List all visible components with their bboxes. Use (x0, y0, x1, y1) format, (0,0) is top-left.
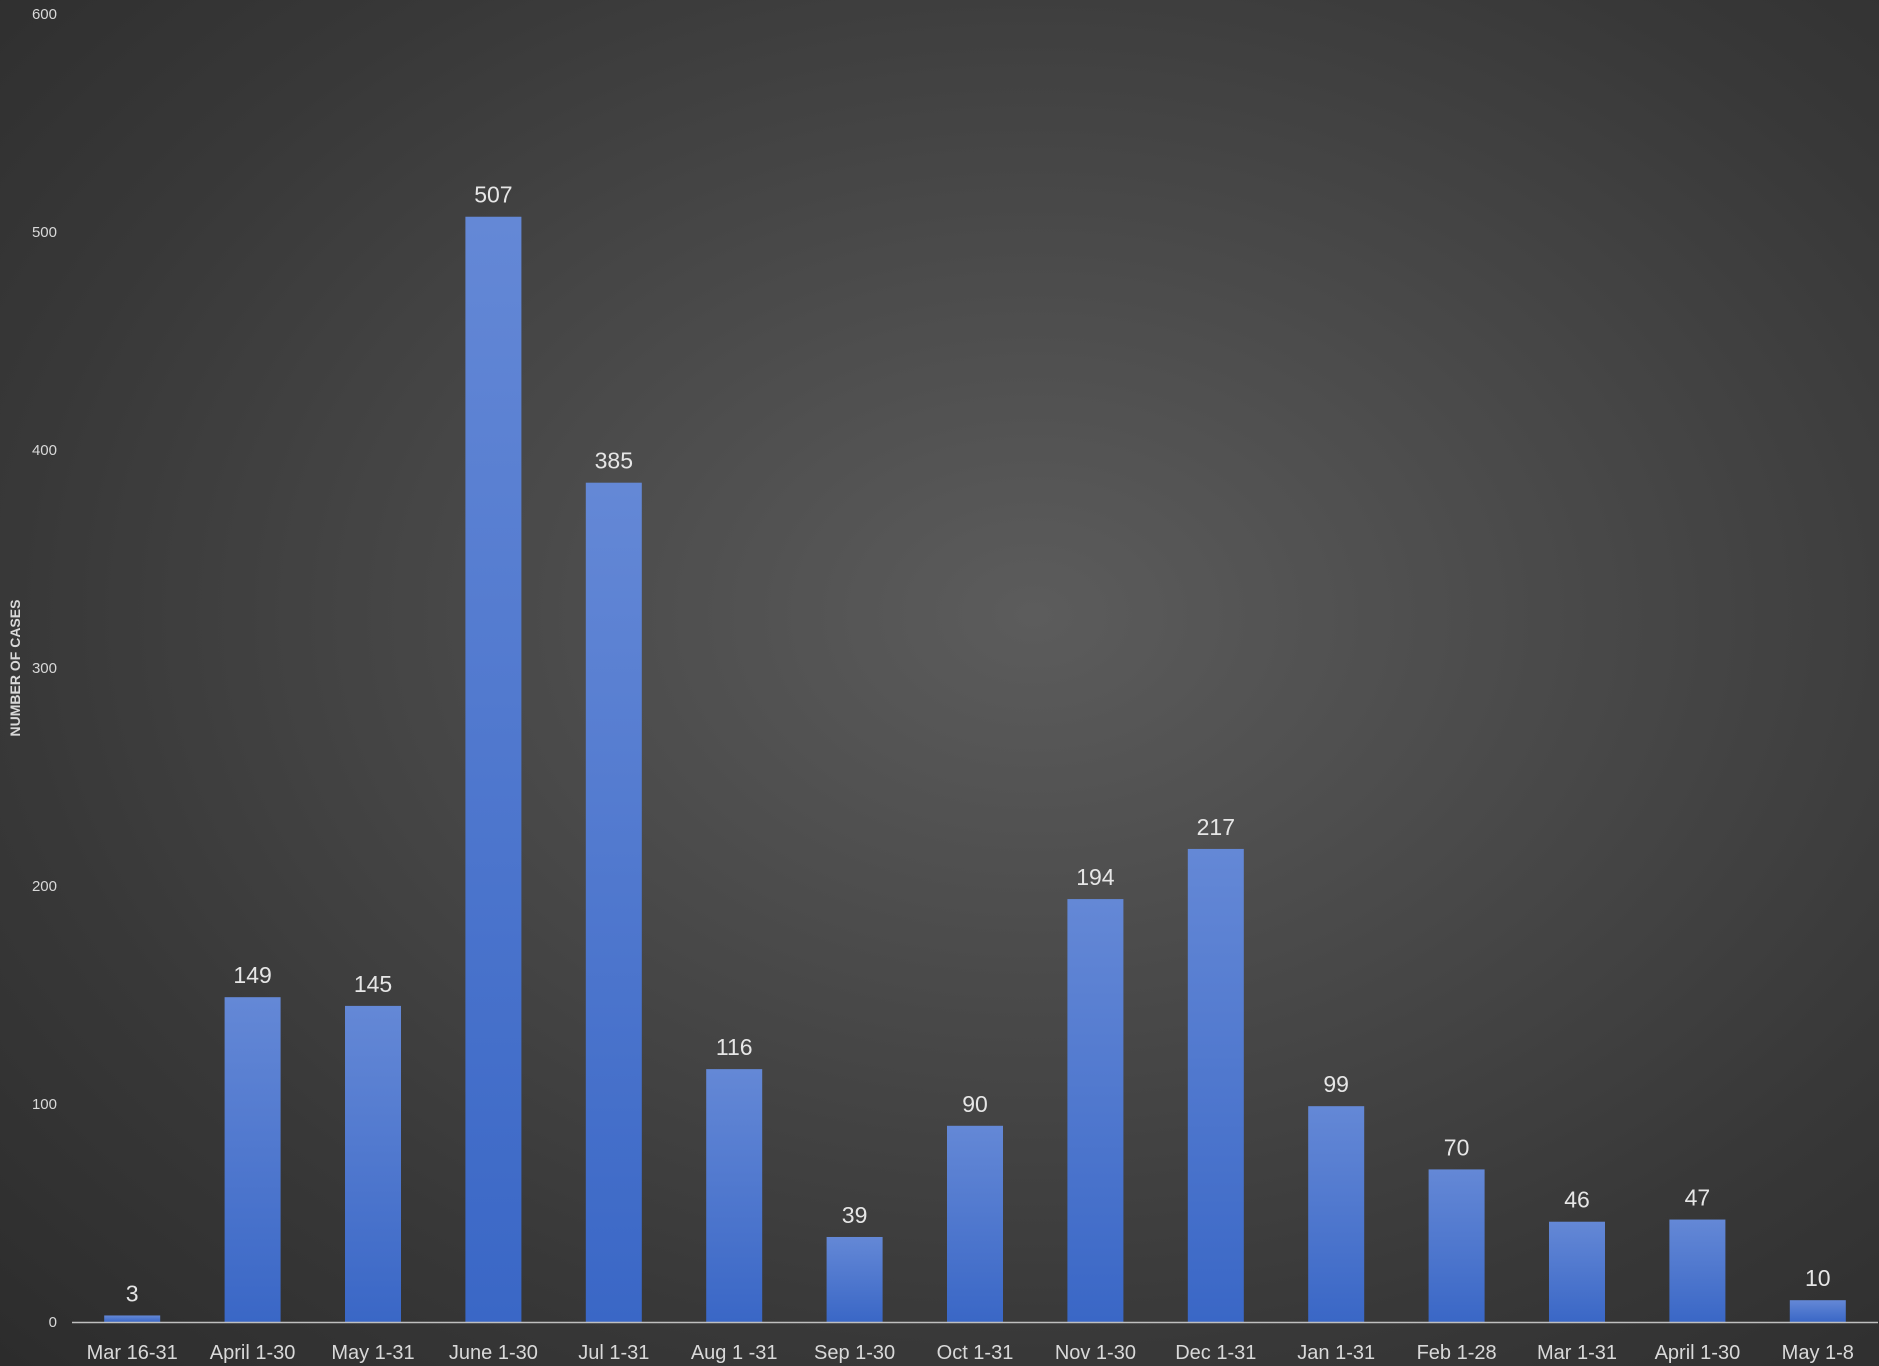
y-axis-ticks: 0 100 200 300 400 500 600 (32, 6, 57, 1331)
y-tick-label: 600 (32, 6, 57, 23)
bar (465, 216, 522, 1323)
bar-value-label: 39 (842, 1202, 868, 1228)
bar (1669, 1219, 1726, 1322)
x-category-label: May 1-8 (1782, 1342, 1854, 1364)
bar-value-label: 46 (1564, 1187, 1590, 1213)
bar (224, 997, 281, 1322)
x-category-label: Jul 1-31 (578, 1342, 649, 1364)
bar-value-label: 70 (1444, 1134, 1470, 1160)
x-category-label: April 1-30 (210, 1342, 296, 1364)
y-tick-label: 500 (32, 224, 57, 241)
bar-value-label: 10 (1805, 1265, 1831, 1291)
bar (1549, 1221, 1605, 1322)
bar-value-label: 194 (1076, 864, 1115, 890)
bars-group (104, 216, 1846, 1323)
x-category-label: Feb 1-28 (1417, 1342, 1497, 1364)
x-category-label: Mar 1-31 (1537, 1342, 1617, 1364)
x-category-label: May 1-31 (331, 1342, 414, 1364)
y-tick-label: 0 (49, 1314, 57, 1331)
x-category-label: June 1-30 (449, 1342, 538, 1364)
y-tick-label: 200 (32, 878, 57, 895)
bar (1187, 848, 1244, 1322)
bar-value-label: 507 (474, 182, 512, 208)
x-category-label: Nov 1-30 (1055, 1342, 1136, 1364)
x-category-label: April 1-30 (1655, 1342, 1741, 1364)
bar-value-label: 99 (1323, 1071, 1349, 1097)
bar-value-label: 149 (233, 962, 271, 988)
data-labels-group: 3 149 145 507 385 116 39 90 194 217 99 70 46 47 10 (126, 182, 1831, 1307)
bar (826, 1236, 883, 1322)
bar (1308, 1106, 1365, 1322)
x-category-label: Dec 1-31 (1175, 1342, 1256, 1364)
bar (706, 1069, 763, 1322)
x-category-label: Jan 1-31 (1297, 1342, 1375, 1364)
y-tick-label: 300 (32, 660, 57, 677)
x-category-label: Oct 1-31 (937, 1342, 1014, 1364)
y-tick-label: 400 (32, 442, 57, 459)
x-category-label: Sep 1-30 (814, 1342, 895, 1364)
bar (345, 1005, 401, 1322)
bar-value-label: 385 (595, 448, 633, 474)
bar-value-label: 47 (1685, 1185, 1711, 1211)
bar-value-label: 145 (354, 971, 392, 997)
y-tick-label: 100 (32, 1096, 57, 1113)
bar (585, 482, 642, 1322)
bar (1428, 1169, 1485, 1322)
x-category-label: Mar 16-31 (87, 1342, 178, 1364)
bar-value-label: 90 (962, 1091, 988, 1117)
x-category-label: Aug 1 -31 (691, 1342, 778, 1364)
bar-value-label: 116 (716, 1034, 753, 1060)
bar-value-label: 3 (126, 1280, 139, 1306)
bar (947, 1125, 1003, 1322)
x-axis-labels: Mar 16-31 April 1-30 May 1-31 June 1-30 Jul … (87, 1342, 1854, 1364)
bar (1789, 1300, 1846, 1322)
y-axis-title: NUMBER OF CASES (7, 600, 23, 737)
bar (104, 1315, 161, 1322)
bar-value-label: 217 (1197, 814, 1235, 840)
bar (1067, 899, 1124, 1322)
